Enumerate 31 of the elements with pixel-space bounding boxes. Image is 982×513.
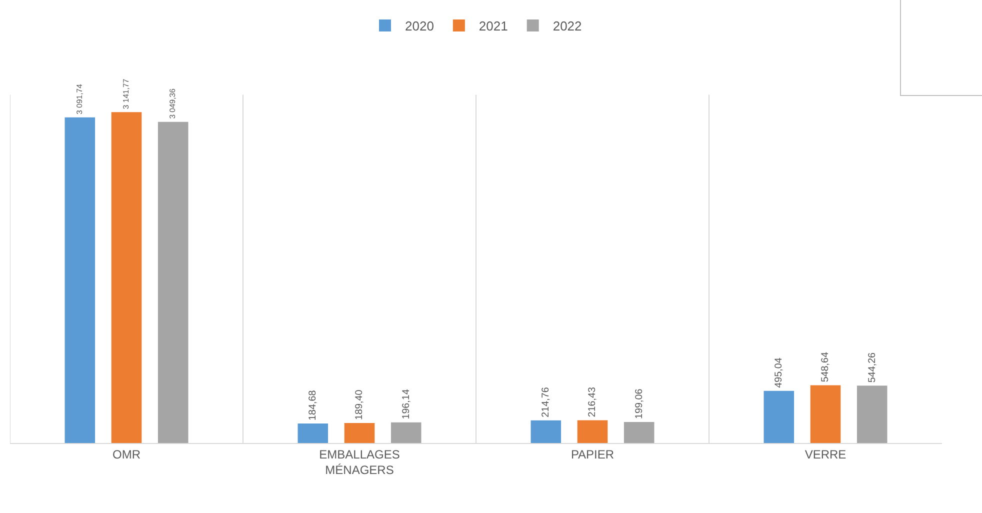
- bar: [856, 386, 888, 443]
- bar: [810, 385, 841, 443]
- bar: [390, 422, 422, 443]
- data-label: 548,64: [820, 351, 832, 382]
- data-label: 216,43: [587, 386, 598, 418]
- data-label: 3 141,77: [122, 78, 131, 110]
- data-label: 214,76: [540, 386, 552, 418]
- legend-label: 2021: [478, 18, 508, 34]
- data-label: 196,14: [400, 388, 412, 420]
- data-label: 495,04: [774, 357, 785, 388]
- bar: [158, 122, 188, 443]
- bar: [764, 390, 794, 443]
- data-label: 544,26: [866, 352, 878, 383]
- bar: [64, 117, 96, 443]
- x-tick-label: OMR: [112, 447, 141, 462]
- legend-label: 2020: [405, 18, 434, 34]
- data-label: 3 091,74: [75, 83, 84, 114]
- data-label: 184,68: [308, 390, 319, 421]
- bar: [577, 420, 608, 443]
- x-tick-label: VERRE: [804, 447, 846, 462]
- x-tick-label: EMBALLAGES MÉNAGERS: [319, 447, 400, 477]
- x-tick-label: PAPIER: [570, 447, 614, 462]
- data-label: 199,06: [634, 388, 645, 420]
- data-label: 189,40: [354, 389, 366, 420]
- bar: [530, 420, 562, 443]
- bar: [111, 112, 142, 443]
- bar: [624, 422, 654, 443]
- legend-label: 2022: [552, 18, 582, 34]
- bar: [344, 423, 375, 443]
- data-label: 3 049,36: [168, 88, 178, 119]
- bar: [298, 424, 328, 443]
